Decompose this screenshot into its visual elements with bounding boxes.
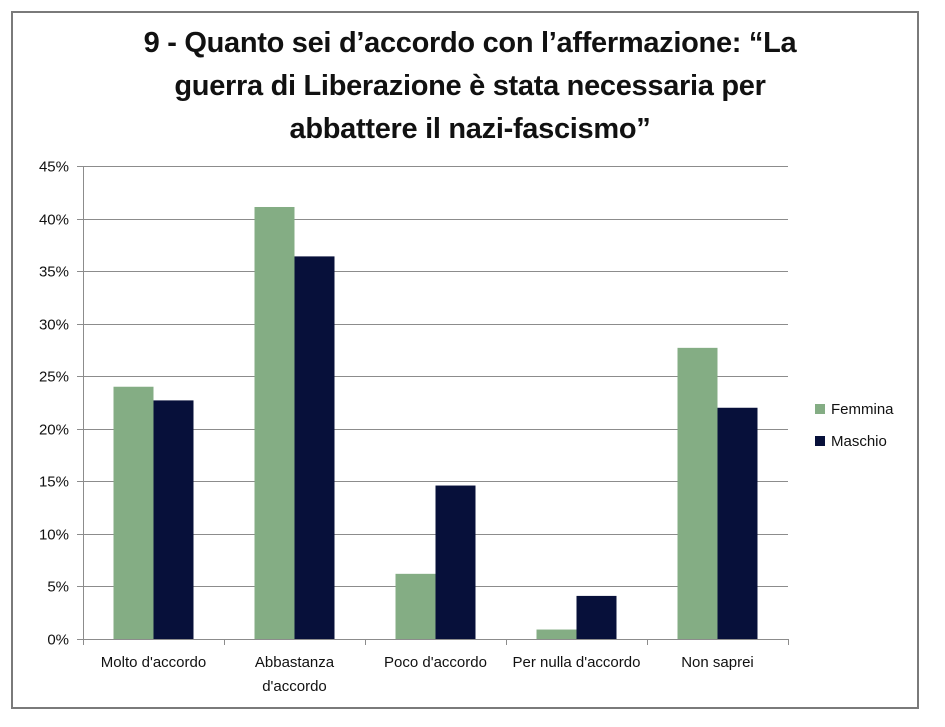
y-tick-label: 10% (39, 527, 69, 544)
bar-maschio (294, 256, 335, 639)
y-tick-label: 30% (39, 317, 69, 334)
y-tick-label: 15% (39, 474, 69, 491)
x-tick-label: Abbastanza (255, 654, 335, 671)
bar-femmina (677, 347, 718, 639)
legend-label: Maschio (831, 433, 887, 450)
bar-femmina (113, 386, 154, 639)
x-tick-label: Non saprei (681, 654, 754, 671)
legend: Femmina Maschio (815, 401, 894, 450)
title-line: abbattere il nazi-fascismo” (289, 113, 651, 145)
y-tick-label: 20% (39, 422, 69, 439)
title-line: 9 - Quanto sei d’accordo con l’affermazi… (143, 27, 797, 59)
legend-label: Femmina (831, 401, 894, 418)
bar-maschio (435, 485, 476, 639)
y-tick-label: 0% (47, 632, 69, 649)
chart-title: 9 - Quanto sei d’accordo con l’affermazi… (120, 22, 820, 151)
y-tick-label: 35% (39, 264, 69, 281)
bar-maschio (717, 407, 758, 639)
y-tick-label: 40% (39, 212, 69, 229)
y-tick-label: 25% (39, 369, 69, 386)
legend-swatch (815, 436, 825, 446)
bar-femmina (254, 206, 295, 639)
bars (113, 206, 758, 639)
y-tick-label: 5% (47, 579, 69, 596)
y-axis-ticks: 0% 5% 10% 15% 20% 25% 30% 35% 40% 45% (39, 159, 83, 649)
x-tick-label: d'accordo (262, 678, 327, 695)
x-tick-label: Molto d'accordo (101, 654, 206, 671)
bar-femmina (536, 629, 577, 639)
x-tick-label: Poco d'accordo (384, 654, 487, 671)
bar-femmina (395, 573, 436, 639)
bar-maschio (153, 400, 194, 639)
title-line: guerra di Liberazione è stata necessaria… (174, 70, 766, 102)
y-tick-label: 45% (39, 159, 69, 176)
bar-maschio (576, 595, 617, 639)
legend-swatch (815, 404, 825, 414)
x-axis: Molto d'accordo Abbastanza d'accordo Poco d… (83, 166, 789, 695)
x-tick-label: Per nulla d'accordo (513, 654, 641, 671)
